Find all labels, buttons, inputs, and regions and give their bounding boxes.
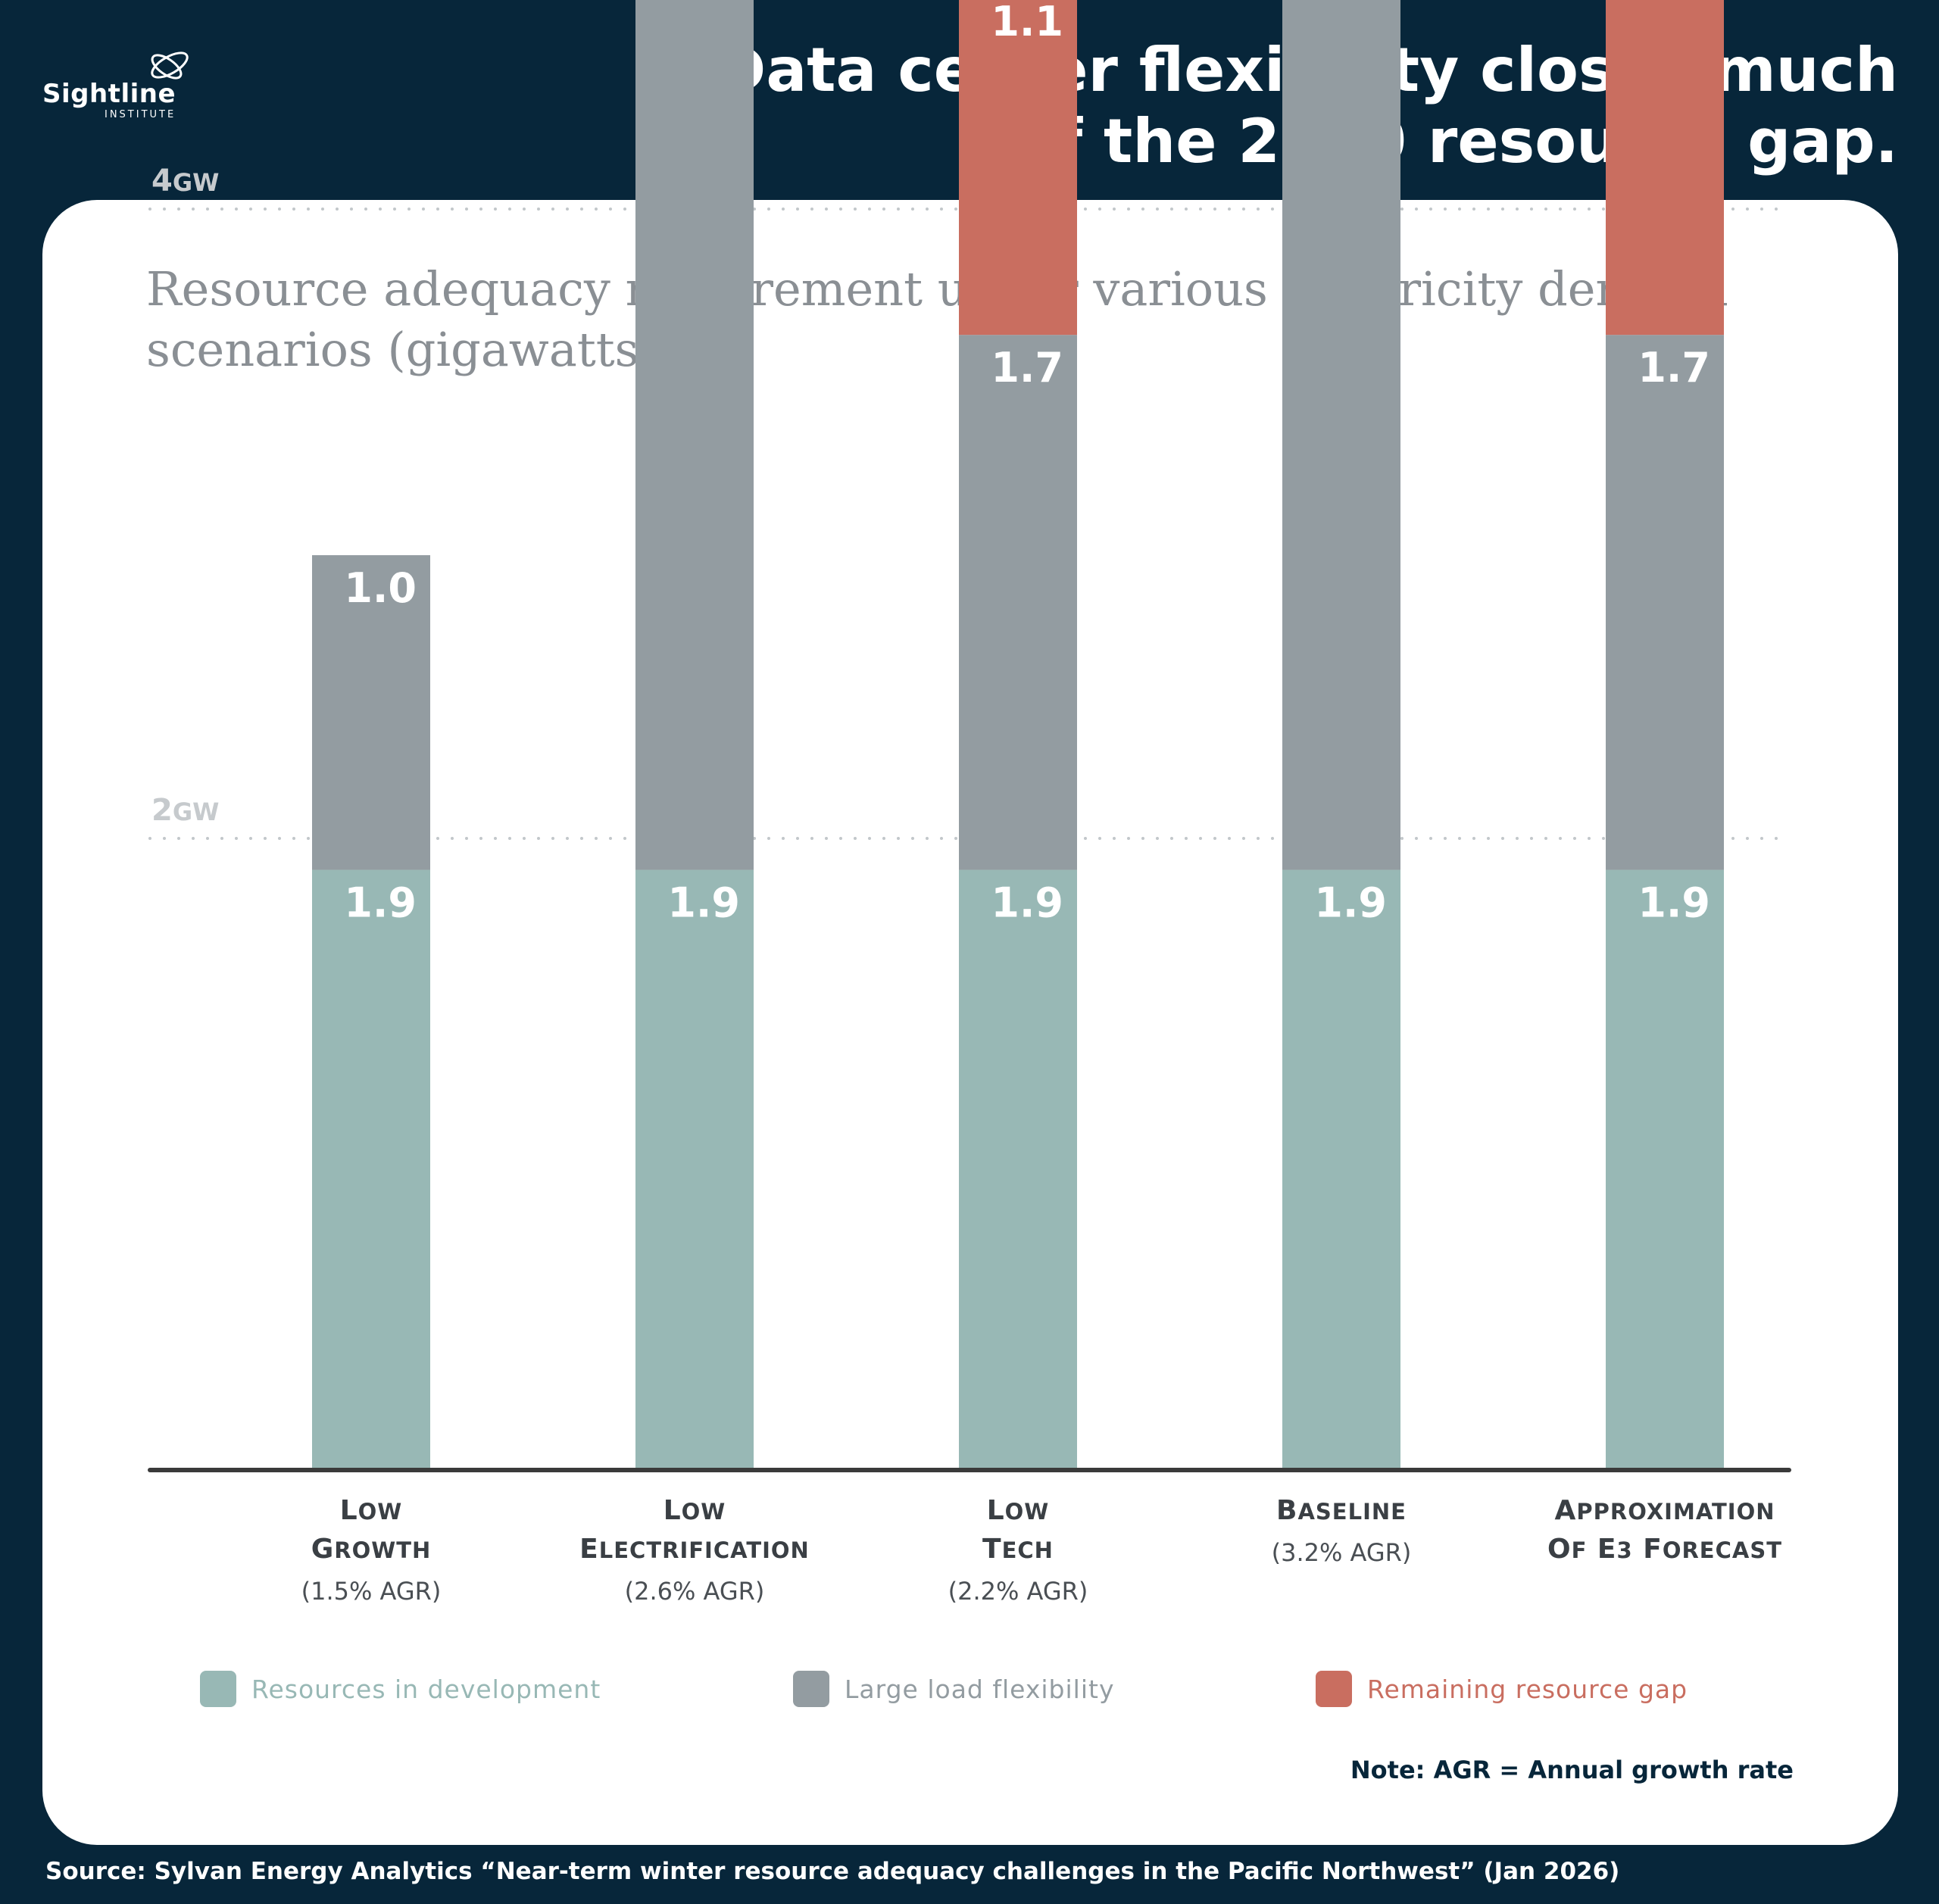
legend-item-gap: Remaining resource gap	[1316, 1669, 1688, 1709]
headline-line-2: of the 2030 resource gap.	[1014, 106, 1898, 176]
source-line: Source: Sylvan Energy Analytics “Near-te…	[45, 1858, 1620, 1885]
category-sublabel-3: (3.2% AGR)	[1272, 1538, 1412, 1567]
bar-4-series-1	[1606, 335, 1724, 870]
data-label-1-series-0: 1.9	[667, 879, 740, 927]
data-label-0-series-1: 1.0	[344, 564, 417, 612]
bar-1-series-1	[635, 0, 754, 870]
legend-label-resources: Resources in development	[251, 1674, 601, 1704]
category-label-1-line-1: ELECTRIFICATION	[579, 1534, 810, 1565]
data-label-2-series-2: 1.1	[991, 0, 1063, 45]
y-tick-label-2gw: 2GW	[151, 793, 219, 828]
bar-1-series-0	[635, 869, 754, 1468]
logo-subtitle: INSTITUTE	[105, 109, 176, 120]
bar-4-series-0	[1606, 869, 1724, 1468]
data-label-2-series-1: 1.7	[991, 344, 1063, 392]
category-sublabel-1: (2.6% AGR)	[625, 1577, 765, 1606]
category-sublabel-0: (1.5% AGR)	[301, 1577, 442, 1606]
logo-name: Sightline	[42, 79, 176, 109]
legend-swatch-resources	[200, 1671, 236, 1707]
data-label-0-series-0: 1.9	[344, 879, 417, 927]
data-label-4-series-1: 1.7	[1638, 344, 1710, 392]
category-label-0-line-1: GROWTH	[311, 1534, 432, 1565]
legend-item-resources: Resources in development	[200, 1669, 601, 1709]
legend-item-flexibility: Large load flexibility	[793, 1669, 1114, 1709]
category-label-4-line-1: OF E3 FORECAST	[1547, 1534, 1782, 1565]
data-label-4-series-0: 1.9	[1638, 879, 1710, 927]
legend-label-gap: Remaining resource gap	[1367, 1674, 1688, 1704]
sightline-orbit-icon	[151, 52, 189, 80]
note: Note: AGR = Annual growth rate	[1350, 1756, 1794, 1784]
bar-3-series-1	[1282, 0, 1400, 870]
sightline-logo: Sightline INSTITUTE	[39, 44, 206, 127]
bar-0-series-1	[312, 555, 430, 870]
legend-swatch-flexibility	[793, 1671, 829, 1707]
legend-swatch-gap	[1316, 1671, 1352, 1707]
chart-title: Resource adequacy requirement under vari…	[146, 261, 1728, 377]
bar-3-series-0	[1282, 869, 1400, 1468]
category-label-4-line-0: APPROXIMATION	[1554, 1495, 1775, 1526]
bar-4-series-2	[1606, 0, 1724, 336]
category-label-3-line-0: BASELINE	[1276, 1495, 1407, 1526]
data-label-2-series-0: 1.9	[991, 879, 1063, 927]
bar-2-series-0	[959, 869, 1077, 1468]
bar-2-series-1	[959, 335, 1077, 870]
category-label-2-line-1: TECH	[982, 1534, 1054, 1565]
category-label-0-line-0: LOW	[340, 1495, 403, 1526]
bar-0-series-0	[312, 869, 430, 1468]
y-tick-label-4gw: 4GW	[151, 164, 219, 198]
legend-label-flexibility: Large load flexibility	[845, 1674, 1115, 1704]
category-sublabel-2: (2.2% AGR)	[948, 1577, 1088, 1606]
data-label-3-series-0: 1.9	[1314, 879, 1387, 927]
bar-2-series-2	[959, 0, 1077, 336]
category-label-1-line-0: LOW	[664, 1495, 726, 1526]
category-label-2-line-0: LOW	[987, 1495, 1050, 1526]
